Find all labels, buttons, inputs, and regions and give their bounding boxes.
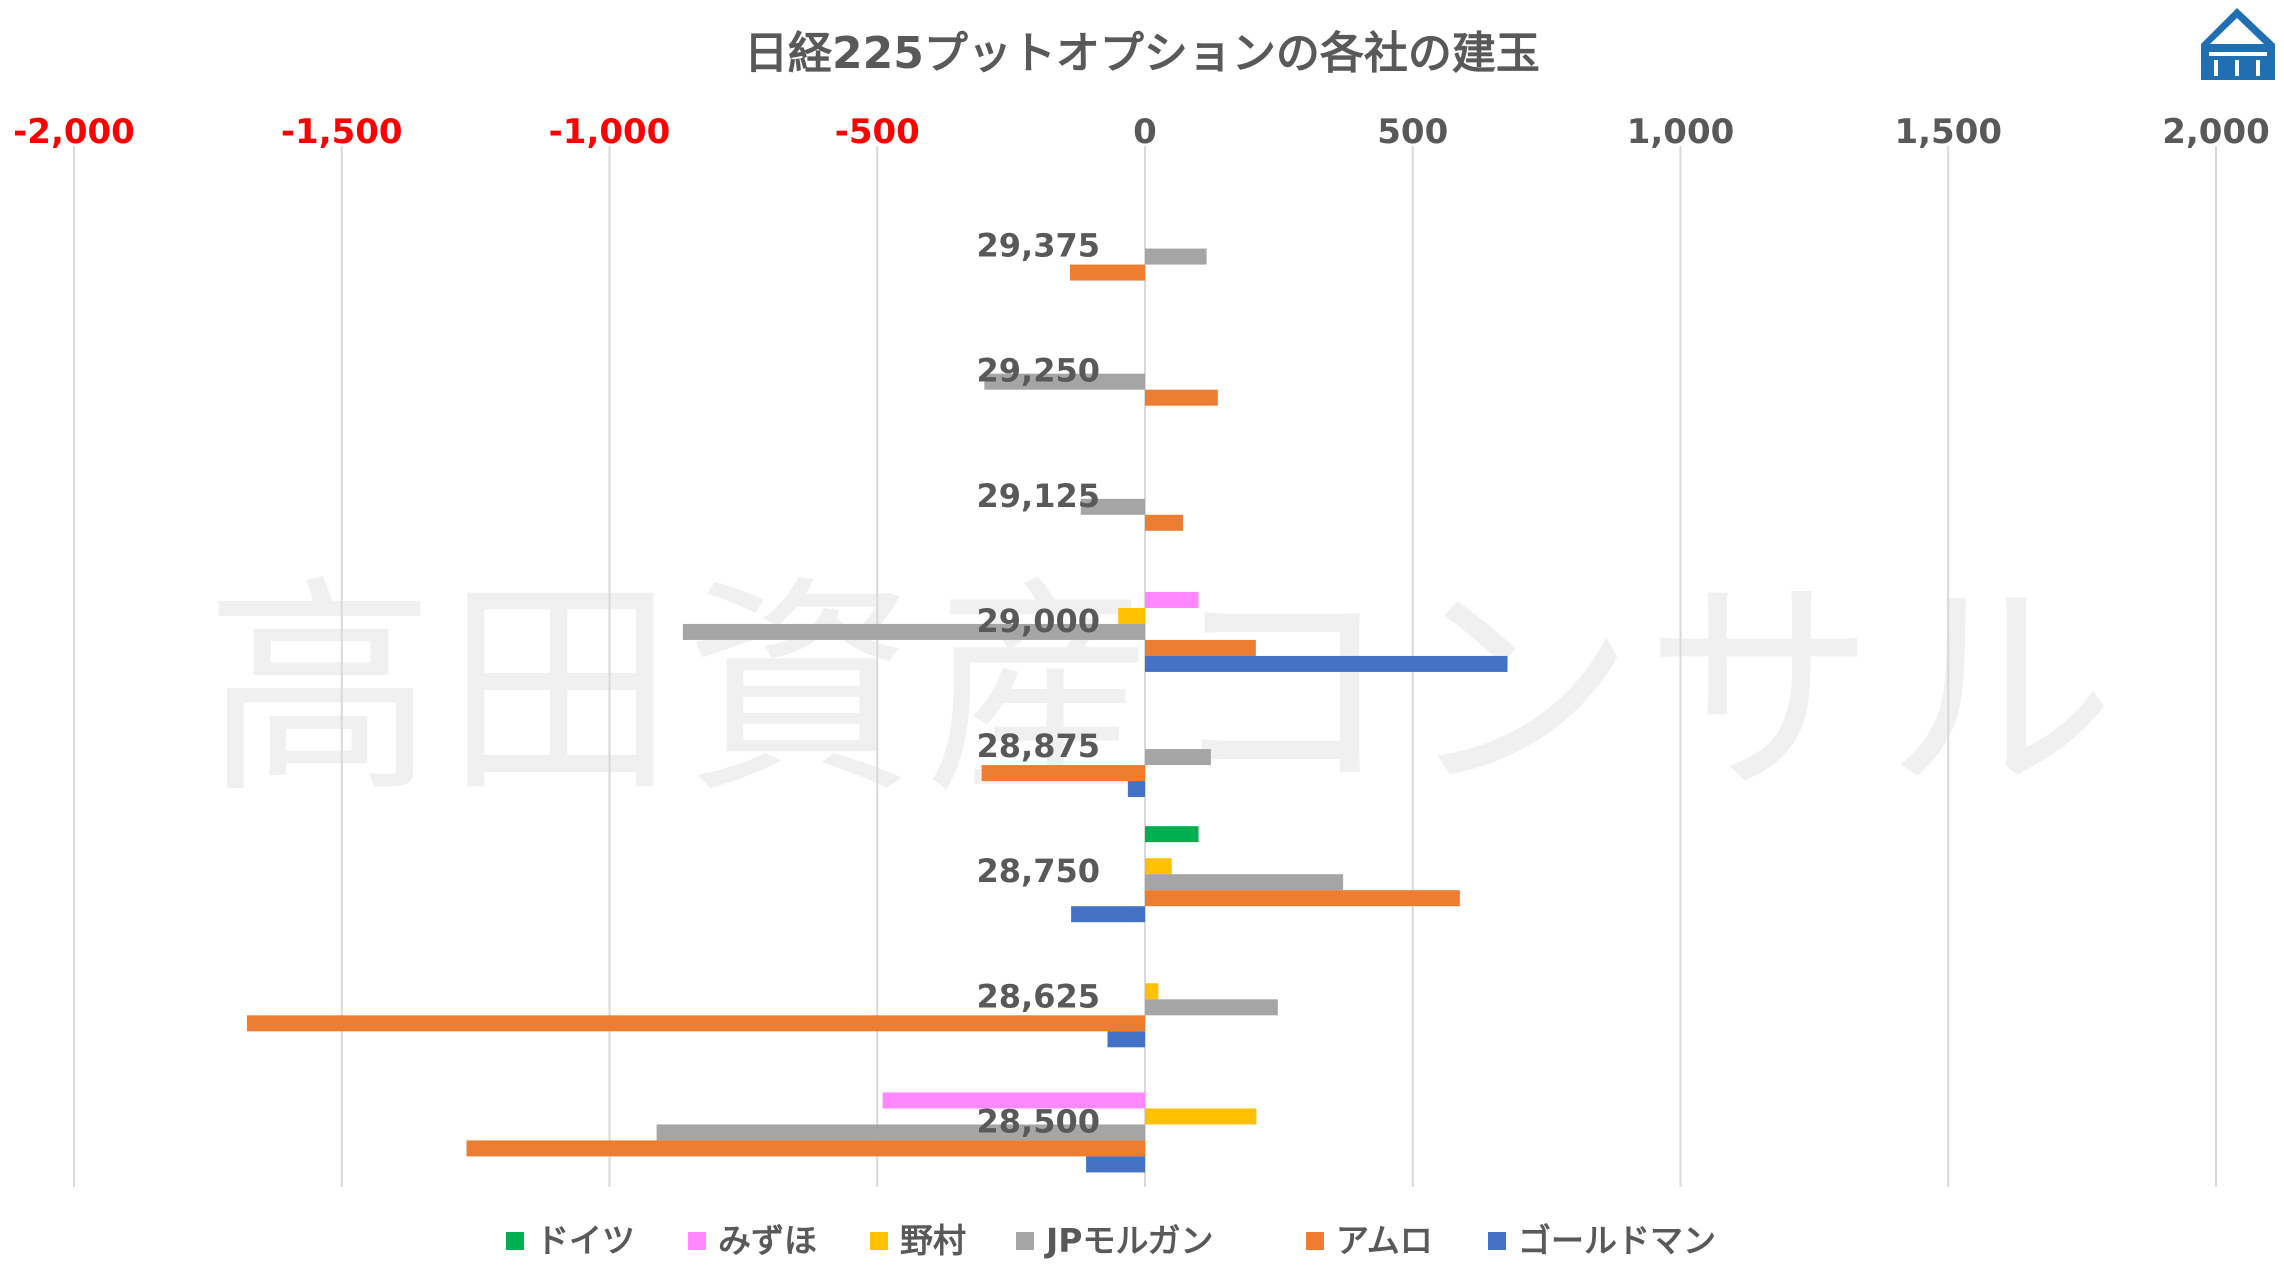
x-tick-label: -500 [835,112,920,152]
bar-みずほ-29,000 [1145,591,1199,608]
category-label: 29,125 [977,477,1100,515]
bar-JPモルガン-28,750 [1145,874,1344,891]
legend-swatch [688,1232,706,1250]
legend-swatch [1488,1232,1506,1250]
legend-label: ゴールドマン [1518,1221,1716,1260]
bar-みずほ-28,500 [882,1092,1145,1109]
x-tick-label: -2,000 [13,112,135,152]
x-tick-label: -1,000 [549,112,671,152]
legend-label: 野村 [900,1221,966,1260]
chart-title: 日経225プットオプションの各社の建玉 [744,28,1540,79]
category-label: 28,625 [977,977,1100,1015]
bar-アムロ-29,250 [1145,389,1218,406]
bar-ドイツ-28,750 [1145,826,1199,843]
legend-label: みずほ [718,1221,817,1260]
bar-ゴールドマン-29,000 [1145,655,1508,672]
bar-野村-28,750 [1145,858,1172,875]
bar-JPモルガン-29,000 [682,623,1145,640]
bar-アムロ-28,500 [466,1140,1146,1157]
bar-JPモルガン-29,375 [1145,248,1207,265]
category-label: 28,750 [977,852,1100,890]
logo-icon [2201,8,2275,80]
legend-swatch [1016,1232,1034,1250]
x-tick-label: 2,000 [2162,112,2270,152]
bar-アムロ-28,750 [1145,890,1460,907]
bar-野村-29,000 [1118,607,1145,624]
bar-アムロ-28,625 [246,1015,1146,1032]
bar-ゴールドマン-28,875 [1127,781,1145,798]
bar-JPモルガン-28,875 [1145,749,1211,766]
legend-label: JPモルガン [1044,1221,1213,1260]
legend-label: アムロ [1336,1221,1433,1260]
bar-ゴールドマン-28,500 [1086,1156,1145,1173]
x-tick-label: 1,500 [1894,112,2002,152]
bar-アムロ-29,125 [1145,514,1184,531]
x-tick-label: 500 [1377,112,1448,152]
bar-野村-28,625 [1145,983,1159,1000]
bar-アムロ-28,875 [981,765,1145,782]
bar-JPモルガン-28,500 [656,1124,1145,1141]
bar-ゴールドマン-28,625 [1107,1031,1145,1048]
category-label: 29,000 [977,602,1100,640]
bar-野村-28,500 [1145,1108,1257,1125]
x-tick-label: -1,500 [281,112,403,152]
legend-swatch [1306,1232,1324,1250]
bar-JPモルガン-28,625 [1145,999,1278,1016]
category-label: 28,500 [977,1102,1100,1140]
bar-アムロ-29,375 [1070,264,1145,281]
category-label: 29,375 [977,227,1100,265]
bar-アムロ-29,000 [1145,639,1256,656]
bar-ゴールドマン-28,750 [1071,906,1145,923]
x-tick-label: 0 [1133,112,1157,152]
legend-label: ドイツ [536,1221,635,1260]
category-label: 28,875 [977,727,1100,765]
bar-JPモルガン-29,250 [984,373,1145,390]
legend-swatch [506,1232,524,1250]
bar-JPモルガン-29,125 [1080,498,1145,515]
category-label: 29,250 [977,352,1100,390]
legend-swatch [870,1232,888,1250]
x-tick-label: 1,000 [1627,112,1735,152]
